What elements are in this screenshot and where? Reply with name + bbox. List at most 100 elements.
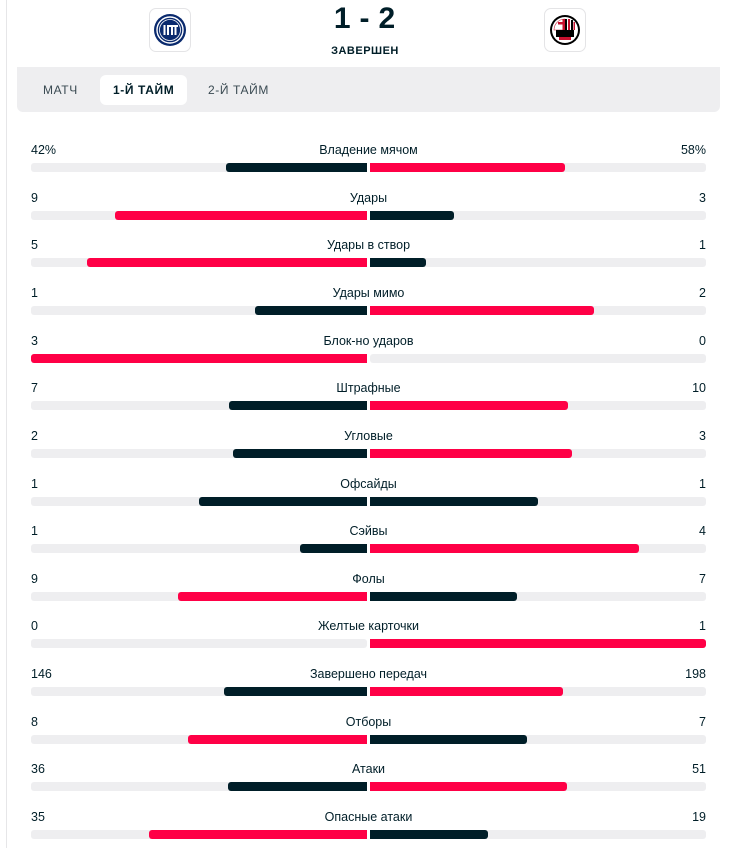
away-bar-track: [370, 449, 706, 458]
away-bar-track: [370, 639, 706, 648]
stat-away-value: 1: [699, 477, 706, 491]
home-bar-track: [31, 163, 367, 172]
away-bar-track: [370, 592, 706, 601]
stat-row-free-kicks: 7 Штрафные 10: [31, 381, 706, 421]
stat-home-value: 8: [31, 715, 38, 729]
stat-row-shots: 9 Удары 3: [31, 191, 706, 231]
stat-row-fouls: 9 Фолы 7: [31, 572, 706, 612]
home-score: 1: [333, 2, 352, 35]
home-bar: [224, 687, 367, 696]
home-bar: [149, 830, 367, 839]
stat-away-value: 10: [692, 381, 706, 395]
stat-row-shots-on-target: 5 Удары в створ 1: [31, 238, 706, 278]
stat-home-value: 9: [31, 191, 38, 205]
away-bar-track: [370, 163, 706, 172]
home-bar: [225, 163, 367, 172]
stat-row-blocked-shots: 3 Блок-но ударов 0: [31, 334, 706, 374]
milan-logo-icon: [550, 15, 580, 45]
away-bar: [370, 449, 572, 458]
stat-away-value: 58%: [680, 143, 706, 157]
stat-home-value: 3: [31, 334, 38, 348]
home-bar-track: [31, 497, 367, 506]
tab-second-half[interactable]: 2-Й ТАЙМ: [208, 83, 269, 97]
home-bar-track: [31, 592, 367, 601]
away-bar: [370, 830, 489, 839]
stat-label: Штрафные: [336, 381, 401, 395]
home-bar: [87, 258, 367, 267]
home-bar-track: [31, 639, 367, 648]
stat-home-value: 7: [31, 381, 38, 395]
period-tabs: МАТЧ 1-Й ТАЙМ 2-Й ТАЙМ: [17, 67, 720, 112]
stat-label: Блок-но ударов: [323, 334, 414, 348]
stat-away-value: 19: [692, 810, 706, 824]
inter-logo-icon: [154, 14, 186, 46]
stat-away-value: 1: [699, 619, 706, 633]
stat-away-value: 7: [699, 572, 706, 586]
stat-home-value: 36: [31, 762, 45, 776]
away-bar: [370, 306, 594, 315]
stat-row-corners: 2 Угловые 3: [31, 429, 706, 469]
stat-home-value: 1: [31, 477, 38, 491]
stat-label: Отборы: [345, 715, 392, 729]
away-team-logo[interactable]: [544, 8, 586, 52]
home-bar: [255, 306, 367, 315]
home-bar-track: [31, 258, 367, 267]
stat-label: Фолы: [352, 572, 385, 586]
away-bar: [370, 211, 454, 220]
stat-away-value: 2: [699, 286, 706, 300]
home-team-logo[interactable]: [149, 8, 191, 52]
home-bar-track: [31, 782, 367, 791]
tab-match[interactable]: МАТЧ: [43, 83, 78, 97]
home-bar-track: [31, 544, 367, 553]
home-bar-track: [31, 449, 367, 458]
stat-label: Желтые карточки: [318, 619, 419, 633]
stat-home-value: 1: [31, 524, 38, 538]
away-bar-track: [370, 687, 706, 696]
stat-away-value: 1: [699, 238, 706, 252]
stat-away-value: 7: [699, 715, 706, 729]
stat-away-value: 3: [699, 191, 706, 205]
home-bar-track: [31, 354, 367, 363]
stat-label: Сэйвы: [349, 524, 388, 538]
stat-home-value: 1: [31, 286, 38, 300]
stat-home-value: 0: [31, 619, 38, 633]
stat-label: Удары: [349, 191, 388, 205]
stat-home-value: 35: [31, 810, 45, 824]
match-header: 1-2 ЗАВЕРШЕН: [0, 0, 730, 66]
stat-home-value: 9: [31, 572, 38, 586]
stat-row-dangerous-attacks: 35 Опасные атаки 19: [31, 810, 706, 848]
away-bar: [370, 735, 527, 744]
stat-row-possession: 42% Владение мячом 58%: [31, 143, 706, 183]
home-bar: [228, 401, 367, 410]
away-score: 2: [378, 2, 397, 35]
home-bar: [199, 497, 367, 506]
away-bar-track: [370, 306, 706, 315]
away-bar-track: [370, 830, 706, 839]
away-bar: [370, 782, 567, 791]
home-bar: [115, 211, 367, 220]
away-bar: [370, 401, 568, 410]
stat-label: Угловые: [344, 429, 393, 443]
away-bar-track: [370, 497, 706, 506]
stat-row-shots-off-target: 1 Удары мимо 2: [31, 286, 706, 326]
away-bar: [370, 258, 426, 267]
scoreboard: 1-2: [0, 2, 730, 36]
away-bar: [370, 497, 538, 506]
home-bar-track: [31, 401, 367, 410]
away-bar-track: [370, 544, 706, 553]
away-bar: [370, 687, 564, 696]
stat-label: Удары в створ: [326, 238, 411, 252]
score-separator: -: [359, 2, 371, 35]
stat-home-value: 2: [31, 429, 38, 443]
tab-first-half[interactable]: 1-Й ТАЙМ: [100, 75, 188, 105]
stat-label: Офсайды: [340, 477, 397, 491]
stat-label: Владение мячом: [319, 143, 418, 157]
stat-home-value: 42%: [31, 143, 57, 157]
home-bar-track: [31, 211, 367, 220]
away-bar-track: [370, 258, 706, 267]
match-status: ЗАВЕРШЕН: [331, 45, 399, 57]
stat-away-value: 198: [685, 667, 706, 681]
away-bar: [370, 544, 639, 553]
stat-home-value: 146: [31, 667, 52, 681]
stat-away-value: 3: [699, 429, 706, 443]
